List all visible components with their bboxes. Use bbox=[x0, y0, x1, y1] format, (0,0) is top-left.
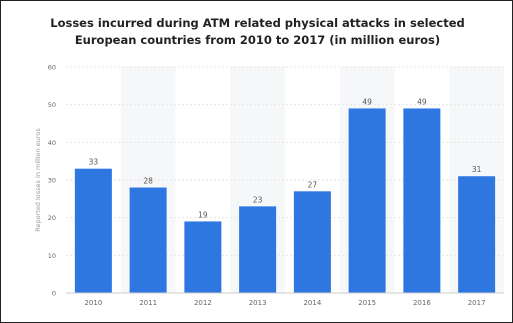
x-tick-label-2014: 2014 bbox=[303, 299, 321, 307]
bar-label-2012: 19 bbox=[198, 210, 208, 219]
x-tick-label-2013: 2013 bbox=[249, 299, 267, 307]
x-tick-label-2015: 2015 bbox=[358, 299, 376, 307]
y-tick-label-40: 40 bbox=[48, 139, 56, 147]
bar-2015 bbox=[348, 108, 386, 293]
bar-label-2015: 49 bbox=[362, 97, 372, 106]
bar-label-2010: 33 bbox=[89, 158, 99, 167]
bar-2013 bbox=[239, 206, 277, 293]
bar-2014 bbox=[293, 191, 331, 293]
bar-2016 bbox=[403, 108, 441, 293]
bar-2017 bbox=[458, 176, 496, 293]
chart-title-line-2: European countries from 2010 to 2017 (in… bbox=[74, 33, 441, 47]
x-tick-label-2016: 2016 bbox=[413, 299, 431, 307]
x-axis-ticks: 2010 2011 2012 2013 2014 2015 2016 2017 bbox=[84, 299, 485, 307]
y-tick-label-60: 60 bbox=[48, 64, 56, 72]
x-tick-label-2010: 2010 bbox=[84, 299, 102, 307]
x-tick-label-2017: 2017 bbox=[468, 299, 486, 307]
y-tick-label-30: 30 bbox=[48, 177, 56, 185]
bar-value-labels: 33 28 19 23 27 49 49 31 bbox=[89, 97, 482, 219]
bars bbox=[74, 108, 496, 293]
bar-label-2014: 27 bbox=[308, 180, 318, 189]
bar-2011 bbox=[129, 187, 167, 293]
bar-label-2017: 31 bbox=[472, 165, 482, 174]
y-tick-label-0: 0 bbox=[52, 290, 56, 298]
bar-label-2016: 49 bbox=[417, 97, 427, 106]
y-tick-label-10: 10 bbox=[48, 252, 56, 260]
chart-title: Losses incurred during ATM related physi… bbox=[1, 15, 513, 49]
bar-label-2013: 23 bbox=[253, 195, 263, 204]
y-axis-ticks: 0 10 20 30 40 50 60 bbox=[48, 64, 56, 298]
y-axis-label: Reported losses in million euros bbox=[34, 128, 42, 232]
x-tick-label-2012: 2012 bbox=[194, 299, 212, 307]
x-tick-label-2011: 2011 bbox=[139, 299, 157, 307]
chart-title-line-1: Losses incurred during ATM related physi… bbox=[50, 16, 465, 30]
bar-2010 bbox=[74, 168, 112, 293]
bar-label-2011: 28 bbox=[143, 177, 153, 186]
y-tick-label-20: 20 bbox=[48, 214, 56, 222]
y-tick-label-50: 50 bbox=[48, 101, 56, 109]
bar-2012 bbox=[184, 221, 222, 293]
